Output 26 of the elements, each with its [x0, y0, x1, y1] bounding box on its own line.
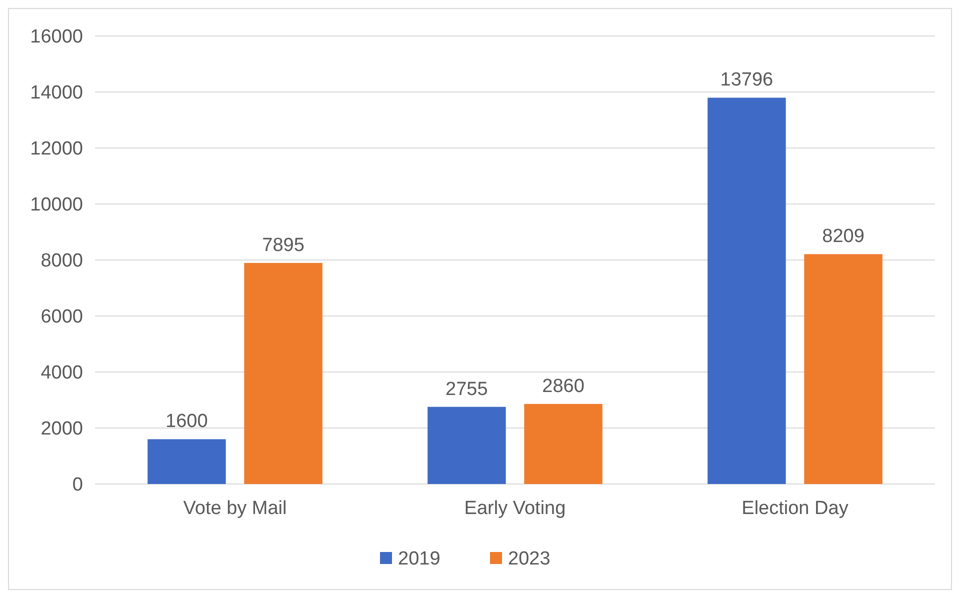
data-label: 2755: [446, 378, 488, 400]
x-tick-label: Vote by Mail: [183, 498, 287, 519]
data-label: 7895: [262, 234, 304, 256]
y-tick-label: 2000: [40, 418, 83, 440]
x-tick-label: Election Day: [742, 498, 849, 519]
legend-label: 2023: [508, 548, 550, 570]
data-label: 13796: [720, 70, 774, 91]
bar: [244, 262, 322, 484]
data-label: 2860: [542, 376, 584, 397]
y-tick-label: 6000: [40, 306, 83, 328]
bar: [428, 406, 506, 484]
legend-label: 2019: [398, 548, 440, 570]
y-tick-label: 14000: [30, 82, 83, 104]
y-tick-label: 0: [72, 474, 83, 496]
y-tick-label: 16000: [30, 26, 83, 48]
y-tick-label: 12000: [30, 138, 83, 160]
bar: [804, 254, 882, 484]
y-tick-label: 10000: [30, 194, 83, 216]
bar: [708, 98, 786, 484]
bar: [524, 404, 602, 484]
x-tick-label: Early Voting: [464, 498, 566, 519]
y-tick-label: 8000: [40, 250, 83, 272]
data-label: 8209: [822, 226, 864, 248]
bar: [148, 439, 226, 484]
data-label: 1600: [166, 411, 208, 432]
y-tick-label: 4000: [40, 362, 83, 384]
